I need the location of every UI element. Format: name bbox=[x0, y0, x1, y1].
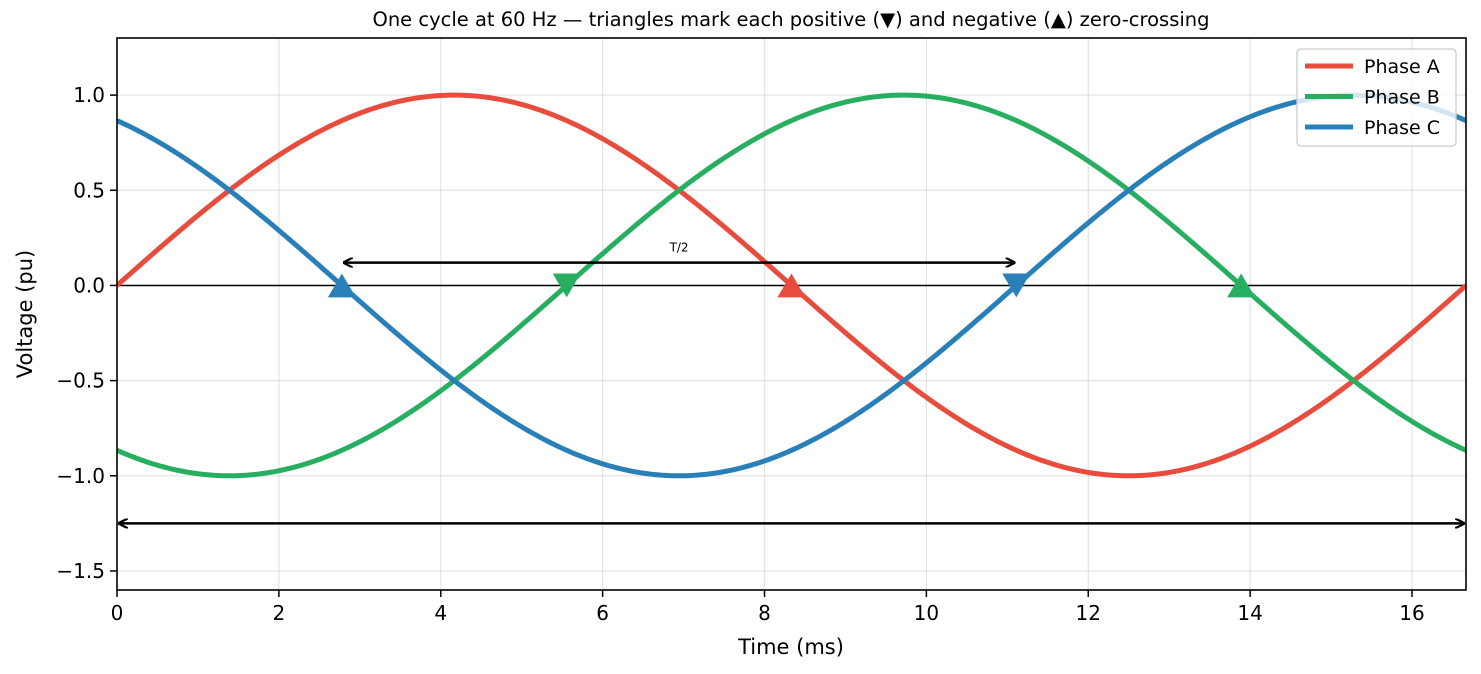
y-tick-label-0: −1.5 bbox=[56, 559, 105, 583]
zero-crossing-marker-4 bbox=[1227, 273, 1256, 298]
zero-crossing-marker-1 bbox=[552, 273, 581, 298]
x-tick-label-8: 16 bbox=[1399, 601, 1424, 625]
legend-label-1: Phase B bbox=[1364, 87, 1440, 109]
y-tick-label-4: 0.5 bbox=[73, 178, 105, 202]
legend-label-0: Phase A bbox=[1364, 56, 1440, 78]
zero-crossing-marker-3 bbox=[1002, 273, 1031, 298]
chart-title: One cycle at 60 Hz — triangles mark each… bbox=[372, 8, 1209, 31]
x-tick-label-3: 6 bbox=[596, 601, 609, 625]
annotation-label-0: T/2 bbox=[669, 241, 689, 255]
legend-box bbox=[1296, 48, 1457, 147]
x-tick-label-5: 10 bbox=[914, 601, 939, 625]
x-tick-label-2: 4 bbox=[434, 601, 447, 625]
marker-layer bbox=[327, 273, 1256, 298]
x-tick-label-4: 8 bbox=[758, 601, 771, 625]
x-tick-label-7: 14 bbox=[1237, 601, 1262, 625]
y-tick-label-5: 1.0 bbox=[73, 83, 105, 107]
y-tick-label-3: 0.0 bbox=[73, 273, 105, 297]
zero-crossing-marker-0 bbox=[327, 273, 356, 298]
y-tick-label-2: −0.5 bbox=[56, 369, 105, 393]
y-ticks: −1.5 −1.0 −0.5 0.0 0.5 1.0 bbox=[56, 83, 117, 583]
x-axis-label: Time (ms) bbox=[737, 635, 844, 659]
x-ticks: 0 2 4 6 8 10 12 14 16 bbox=[111, 590, 1425, 625]
zero-crossing-marker-2 bbox=[777, 273, 806, 298]
y-tick-label-1: −1.0 bbox=[56, 464, 105, 488]
x-tick-label-6: 12 bbox=[1076, 601, 1101, 625]
legend-label-2: Phase C bbox=[1364, 117, 1440, 139]
annotation-layer: T/2 bbox=[119, 241, 1464, 524]
legend: Phase A Phase B Phase C bbox=[1296, 48, 1457, 147]
y-axis-label: Voltage (pu) bbox=[13, 250, 37, 378]
x-tick-label-0: 0 bbox=[111, 601, 124, 625]
x-tick-label-1: 2 bbox=[273, 601, 286, 625]
plot-frame bbox=[116, 37, 1467, 591]
